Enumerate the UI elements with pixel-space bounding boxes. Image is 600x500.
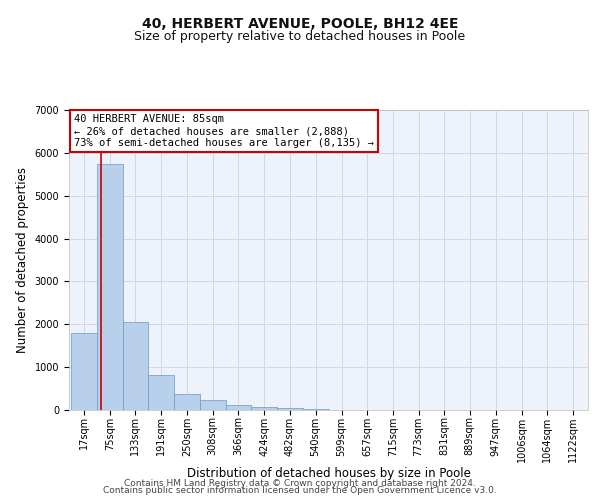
Text: 40, HERBERT AVENUE, POOLE, BH12 4EE: 40, HERBERT AVENUE, POOLE, BH12 4EE bbox=[142, 18, 458, 32]
Bar bbox=[148, 375, 175, 410]
Bar bbox=[226, 405, 251, 410]
Bar bbox=[122, 322, 148, 410]
Text: Contains HM Land Registry data © Crown copyright and database right 2024.: Contains HM Land Registry data © Crown c… bbox=[124, 478, 476, 488]
Bar bbox=[200, 400, 226, 410]
Bar bbox=[302, 408, 329, 410]
Bar bbox=[277, 408, 302, 410]
Text: Size of property relative to detached houses in Poole: Size of property relative to detached ho… bbox=[134, 30, 466, 43]
Bar bbox=[97, 164, 122, 410]
Bar bbox=[71, 333, 97, 410]
Y-axis label: Number of detached properties: Number of detached properties bbox=[16, 167, 29, 353]
Bar bbox=[251, 406, 277, 410]
Text: 40 HERBERT AVENUE: 85sqm
← 26% of detached houses are smaller (2,888)
73% of sem: 40 HERBERT AVENUE: 85sqm ← 26% of detach… bbox=[74, 114, 374, 148]
Text: Contains public sector information licensed under the Open Government Licence v3: Contains public sector information licen… bbox=[103, 486, 497, 495]
Bar bbox=[175, 394, 200, 410]
X-axis label: Distribution of detached houses by size in Poole: Distribution of detached houses by size … bbox=[187, 468, 470, 480]
